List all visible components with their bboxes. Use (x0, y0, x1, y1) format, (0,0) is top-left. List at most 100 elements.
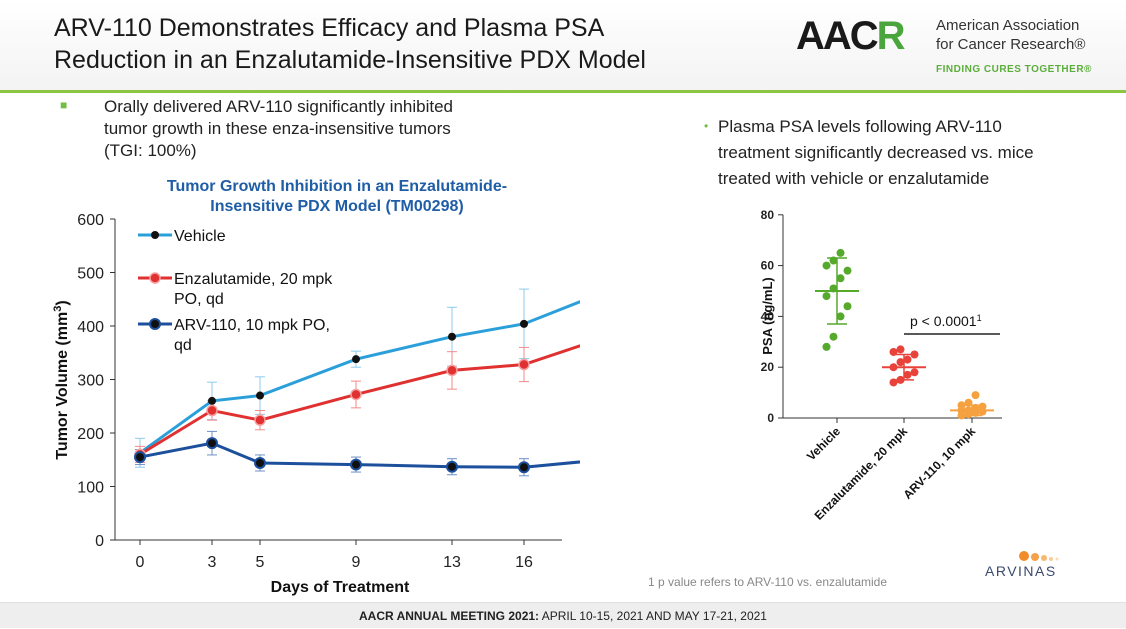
psa-point (822, 261, 831, 270)
aacr-logo-text: American Association for Cancer Research… (936, 16, 1085, 54)
psa-point (896, 345, 905, 354)
psa-point (843, 302, 852, 311)
arv-point (206, 437, 218, 450)
legend-swatch-marker (151, 231, 159, 239)
bullet-square-icon: ■ (60, 98, 68, 112)
arvinas-dots-icon (1019, 551, 1059, 561)
x-tick-label: 16 (515, 554, 533, 571)
psa-y-tick-label: 60 (761, 259, 775, 273)
line-chart-title-1: Tumor Growth Inhibition in an Enzalutami… (166, 178, 508, 195)
left-bullet-line-2: tumor growth in these enza-insensitive t… (104, 119, 451, 138)
arv-point (446, 460, 458, 473)
y-tick-label: 200 (77, 426, 104, 443)
logo-mark-a: AAC (796, 14, 879, 58)
legend-label-line2: qd (174, 337, 192, 354)
title-line-1: ARV-110 Demonstrates Efficacy and Plasma… (54, 14, 605, 42)
y-tick-label: 300 (77, 373, 104, 390)
legend-swatch-marker (149, 272, 161, 284)
arv-point (518, 461, 530, 474)
enza-point (206, 404, 218, 417)
enza-point (446, 364, 458, 377)
x-tick-label: 3 (208, 554, 217, 571)
arvinas-logo: ARVINAS (985, 563, 1057, 579)
x-tick-label: 9 (352, 554, 361, 571)
line-chart-title: Tumor Growth Inhibition in an Enzalutami… (120, 177, 554, 217)
psa-category-label: ARV-110, 10 mpk (900, 424, 978, 502)
left-bullet-line-1: Orally delivered ARV-110 significantly i… (104, 97, 454, 116)
psa-y-tick-label: 80 (761, 208, 775, 222)
arv-point (134, 451, 146, 464)
y-tick-label: 500 (77, 266, 104, 283)
title-line-2: Reduction in an Enzalutamide-Insensitive… (54, 46, 646, 74)
footer-bold: AACR ANNUAL MEETING 2021: (359, 609, 540, 623)
aacr-tagline: FINDING CURES TOGETHER® (936, 64, 1092, 75)
right-bullet-line-3: treated with vehicle or enzalutamide (718, 169, 990, 188)
arv-point (350, 458, 362, 471)
psa-point (836, 312, 845, 321)
legend-label: ARV-110, 10 mpk PO, (174, 317, 330, 334)
legend-label: Vehicle (174, 228, 226, 245)
psa-point (822, 342, 831, 351)
series-line (139, 300, 580, 455)
vehicle-point (520, 319, 528, 328)
meeting-footer: AACR ANNUAL MEETING 2021: APRIL 10-15, 2… (0, 602, 1126, 628)
psa-point (836, 248, 845, 257)
logo-line-2: for Cancer Research® (936, 36, 1086, 53)
y-tick-label: 100 (77, 480, 104, 497)
x-tick-label: 13 (443, 554, 461, 571)
bullet-dot-icon: • (704, 119, 709, 133)
psa-point (910, 368, 919, 377)
psa-point (957, 401, 966, 410)
psa-point (971, 391, 980, 400)
x-axis-title: Days of Treatment (271, 579, 410, 596)
y-tick-label: 0 (95, 533, 104, 550)
header-divider (0, 90, 1126, 93)
psa-point (836, 274, 845, 283)
aacr-logo-mark: AACR (796, 14, 906, 59)
psa-point (822, 292, 831, 301)
tumor-growth-chart: 01002003004005006000359131620Days of Tre… (52, 212, 580, 596)
logo-line-1: American Association (936, 17, 1080, 34)
legend-label-line2: PO, qd (174, 291, 224, 308)
y-tick-label: 600 (77, 212, 104, 229)
legend-swatch-marker (149, 318, 161, 330)
y-axis-title: Tumor Volume (mm3) (52, 300, 71, 459)
line-chart-title-2: Insensitive PDX Model (TM00298) (210, 198, 464, 215)
psa-point (910, 350, 919, 359)
psa-point (829, 332, 838, 341)
logo-mark-r: R (876, 14, 906, 58)
slide-header (0, 0, 1126, 92)
x-tick-label: 0 (136, 554, 145, 571)
psa-point (903, 355, 912, 364)
x-tick-label: 5 (256, 554, 265, 571)
y-tick-label: 400 (77, 319, 104, 336)
footer-dates: APRIL 10-15, 2021 AND MAY 17-21, 2021 (539, 609, 767, 623)
right-bullet-line-2: treatment significantly decreased vs. mi… (718, 143, 1034, 162)
footnote: 1 p value refers to ARV-110 vs. enzaluta… (648, 575, 888, 589)
vehicle-point (256, 391, 264, 400)
left-bullet: Orally delivered ARV-110 significantly i… (104, 96, 453, 162)
vehicle-point (448, 332, 456, 341)
psa-point (843, 266, 852, 275)
enza-point (254, 414, 266, 426)
enza-point (518, 358, 530, 371)
vehicle-point (352, 355, 360, 364)
psa-y-axis-title: PSA (ng/mL) (760, 277, 775, 355)
enza-point (350, 388, 362, 401)
psa-y-tick-label: 0 (767, 411, 774, 425)
slide-title: ARV-110 Demonstrates Efficacy and Plasma… (54, 12, 774, 76)
right-bullet-line-1: Plasma PSA levels following ARV-110 (718, 117, 1002, 136)
psa-y-tick-label: 40 (761, 309, 775, 323)
vehicle-point (208, 396, 216, 405)
arv-point (254, 456, 266, 469)
psa-point (896, 358, 905, 367)
psa-point (903, 370, 912, 379)
psa-y-tick-label: 20 (761, 360, 775, 374)
significance-label: p < 0.00011 (910, 313, 982, 329)
psa-category-label: Vehicle (804, 424, 843, 463)
legend-label: Enzalutamide, 20 mpk (174, 271, 333, 288)
left-bullet-line-3: (TGI: 100%) (104, 141, 197, 160)
right-bullet: Plasma PSA levels following ARV-110 trea… (718, 114, 1034, 192)
psa-point (978, 402, 987, 411)
